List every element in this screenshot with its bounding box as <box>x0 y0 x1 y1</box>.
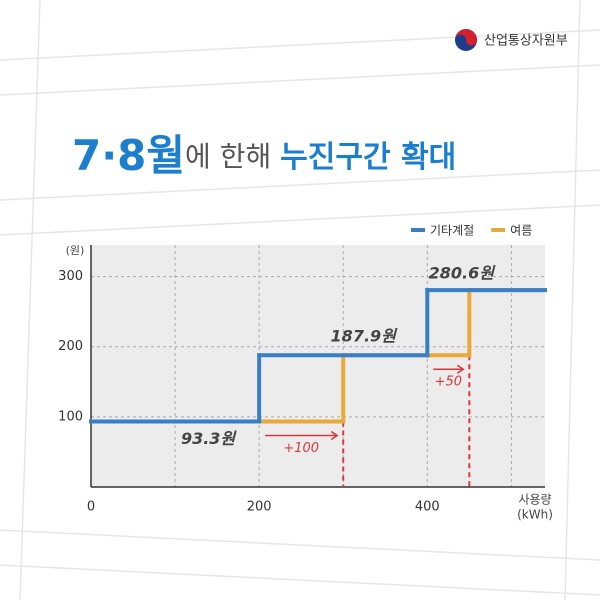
x-tick-label: 200 <box>247 500 272 515</box>
annotation-arrow <box>265 430 339 441</box>
value-label: 93.3원 <box>181 429 237 448</box>
legend-label: 기타계절 <box>430 224 474 238</box>
chart: 100 200 300 0 200 400 93.3원 187.9원 280.6원 +100 +50… <box>58 224 547 515</box>
y-tick-label: 300 <box>58 269 83 284</box>
annotation-arrow <box>433 364 465 374</box>
value-label: 280.6원 <box>429 264 497 283</box>
logo: 산업통상자원부 <box>455 29 568 51</box>
title-middle: 에 한해 <box>185 140 280 173</box>
y-tick-label: 100 <box>58 409 83 424</box>
chart-title: 7·8월에 한해 누진구간 확대 <box>72 131 456 180</box>
x-tick-label: 400 <box>415 500 440 515</box>
ministry-name: 산업통상자원부 <box>484 34 568 49</box>
x-axis-label: 사용량 <box>518 493 551 507</box>
x-tick-label: 0 <box>87 500 95 515</box>
title-tail: 누진구간 확대 <box>280 140 456 175</box>
y-tick-label: 200 <box>58 339 83 354</box>
legend-label: 여름 <box>510 224 532 238</box>
y-axis-label: (원) <box>66 244 85 257</box>
annotation: +50 <box>435 375 462 390</box>
annotation: +100 <box>283 441 319 456</box>
value-label: 187.9원 <box>331 327 399 346</box>
x-axis-unit: (kWh) <box>517 508 553 522</box>
title-lead: 7·8월 <box>72 131 185 180</box>
